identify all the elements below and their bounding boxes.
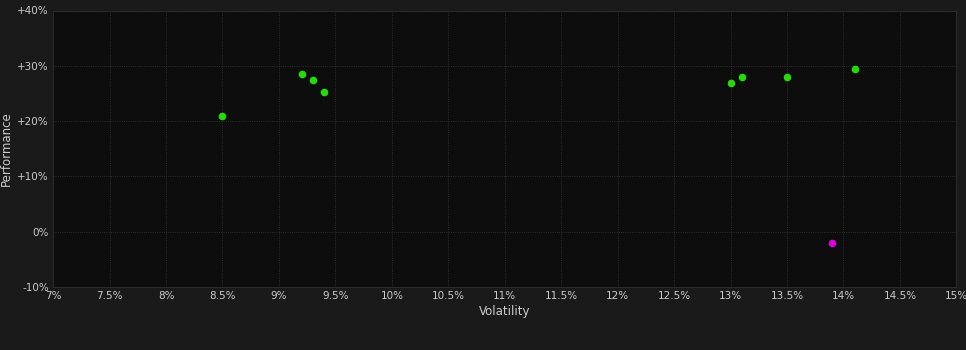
- Point: [734, 74, 750, 80]
- Point: [847, 66, 863, 71]
- Point: [723, 81, 738, 86]
- Y-axis label: Performance: Performance: [0, 111, 14, 186]
- Point: [316, 90, 331, 95]
- Point: [305, 77, 321, 83]
- Point: [294, 71, 309, 77]
- Point: [214, 113, 230, 118]
- Point: [780, 75, 795, 80]
- Point: [824, 240, 839, 246]
- X-axis label: Volatility: Volatility: [479, 305, 530, 318]
